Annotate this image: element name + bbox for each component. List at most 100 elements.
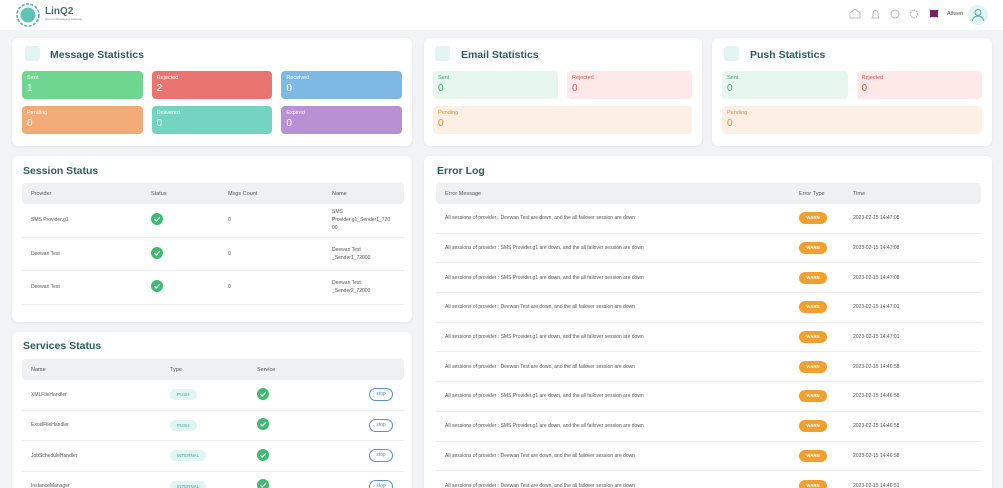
- user-name[interactable]: Allwen: [947, 11, 964, 17]
- name-cell: JobScheduleHandler: [31, 452, 78, 459]
- table-header: Provider Status Msgs Count Name: [22, 183, 404, 204]
- name-cell: SMS Provider.g1_Sender1_72000: [332, 209, 391, 232]
- action-cell: stop: [369, 479, 404, 488]
- card-title: Push Statistics: [750, 49, 826, 61]
- error-log-card: Error Log Error Message Error Type Time All…: [424, 156, 992, 488]
- table-row: All sessions of provider : Deewan Test a…: [436, 204, 981, 234]
- service-cell: [257, 479, 369, 488]
- card-title: Message Statistics: [50, 49, 144, 61]
- card-icon: [25, 46, 40, 61]
- status-cell: [151, 213, 228, 227]
- tile-value: 2: [156, 83, 163, 94]
- message-cell: All sessions of provider : SMS Provider.…: [445, 393, 644, 400]
- toolbar-icons: [849, 8, 939, 19]
- time-cell: 2023-02-15 14:46:58: [853, 393, 900, 400]
- table-row: All sessions of provider : SMS Provider.…: [436, 263, 981, 294]
- message-cell: All sessions of provider : Deewan Test a…: [445, 304, 636, 311]
- table-header: Error Message Error Type Time: [436, 183, 981, 204]
- time-cell: 2023-02-15 14:46:58: [853, 452, 900, 459]
- tile-value: 0: [861, 83, 868, 94]
- type-cell: WARN: [799, 212, 853, 225]
- service-cell: [257, 448, 369, 463]
- tile-value: 0: [727, 118, 733, 129]
- stop-button[interactable]: stop: [369, 388, 393, 402]
- time-cell: 2023-02-15 14:46:58: [853, 363, 900, 370]
- action-cell: stop: [369, 418, 404, 432]
- warn-badge: WARN: [799, 212, 827, 225]
- bell-icon[interactable]: [871, 10, 880, 19]
- column-header: Error Message: [445, 190, 482, 197]
- type-cell: WARN: [799, 449, 853, 462]
- name-cell: Deewan Test _Sender1_72000: [332, 246, 371, 261]
- name-cell: Deewan Test _Sender2_72000: [332, 280, 371, 295]
- stat-tile: Rejected 0: [856, 71, 982, 99]
- card-title: Session Status: [23, 165, 99, 177]
- time-cell: 2023-02-15 14:47:08: [853, 274, 900, 281]
- tile-value: 1: [27, 83, 33, 94]
- tagline: Secure Messaging Gateway: [45, 17, 83, 21]
- stop-button[interactable]: stop: [369, 479, 393, 488]
- table-row: All sessions of provider : Deewan Test a…: [436, 293, 981, 323]
- home-icon[interactable]: [849, 8, 861, 19]
- action-cell: stop: [369, 449, 404, 463]
- table-row: All sessions of provider : SMS Provider.…: [436, 382, 981, 412]
- stop-button[interactable]: stop: [369, 418, 393, 432]
- status-cell: [151, 246, 228, 261]
- type-cell: WARN: [799, 331, 853, 344]
- tile-value: 0: [438, 118, 444, 129]
- message-cell: All sessions of provider : Deewan Test a…: [445, 452, 636, 459]
- column-header: Time: [853, 190, 866, 197]
- avatar[interactable]: [967, 4, 989, 26]
- stat-tile: Rejected 0: [567, 71, 692, 99]
- card-title: Services Status: [23, 340, 102, 352]
- table-row: InstanceManager INTERNAL stop: [22, 472, 404, 488]
- time-cell: 2023-02-15 14:47:08: [853, 245, 900, 252]
- service-cell: [257, 387, 369, 402]
- provider-cell: SMS Provider.g1: [31, 217, 69, 224]
- table-row: All sessions of provider : SMS Provider.…: [436, 234, 981, 264]
- tile-label: Rejected: [861, 75, 884, 81]
- time-cell: 2023-02-15 14:47:01: [853, 304, 900, 311]
- status-check: [151, 213, 163, 226]
- status-check: [257, 479, 269, 488]
- tile-label: Rejected: [156, 75, 179, 81]
- stat-tile: Pending 0: [722, 106, 982, 134]
- tile-value: 0: [27, 118, 33, 129]
- type-cell: WARN: [799, 420, 853, 433]
- type-cell: WARN: [799, 479, 853, 488]
- settings-icon[interactable]: [909, 9, 919, 19]
- provider-cell: Deewan Test: [31, 284, 60, 291]
- status-check: [257, 387, 269, 400]
- tile-label: Expired: [286, 110, 305, 116]
- stop-button[interactable]: stop: [369, 449, 393, 463]
- status-check: [257, 448, 269, 461]
- tile-value: 0: [572, 83, 578, 94]
- tile-label: Sent: [727, 75, 739, 81]
- table-row: Deewan Test 0 Deewan Test _Sender2_72000: [22, 271, 404, 305]
- time-cell: 2023-02-15 14:47:08: [853, 215, 900, 222]
- logo: [16, 3, 40, 27]
- time-cell: 2023-02-15 14:46:51: [853, 482, 900, 488]
- tiles: Sent 0 Rejected 0 Pending 0: [722, 71, 982, 134]
- help-icon[interactable]: [890, 9, 900, 19]
- email-statistics-card: Email Statistics Sent 0 Rejected 0 Pending 0: [424, 38, 702, 146]
- status-cell: [151, 280, 228, 294]
- message-cell: All sessions of provider : Deewan Test a…: [445, 215, 636, 222]
- stat-tile: Sent 0: [722, 71, 848, 99]
- tiles: Sent 1 Rejected 2 Received 0 Pending 0 Delivered…: [22, 71, 402, 134]
- tile-value: 0: [438, 83, 444, 94]
- column-header: Name: [31, 366, 46, 373]
- warn-badge: WARN: [799, 479, 827, 488]
- status-check: [151, 246, 163, 259]
- card-icon: [724, 46, 739, 61]
- column-header: Service: [257, 366, 276, 373]
- type-cell: INTERNAL: [170, 450, 257, 462]
- tile-label: Delivered: [156, 110, 180, 116]
- message-cell: All sessions of provider : SMS Provider.…: [445, 245, 644, 252]
- type-cell: PUSH: [170, 419, 257, 431]
- table-row: Deewan Test 0 Deewan Test _Sender1_72000: [22, 238, 404, 271]
- card-title: Error Log: [437, 165, 485, 177]
- time-cell: 2023-02-15 14:47:01: [853, 334, 900, 341]
- stat-tile: Pending 0: [22, 106, 143, 134]
- tile-label: Pending: [438, 110, 459, 116]
